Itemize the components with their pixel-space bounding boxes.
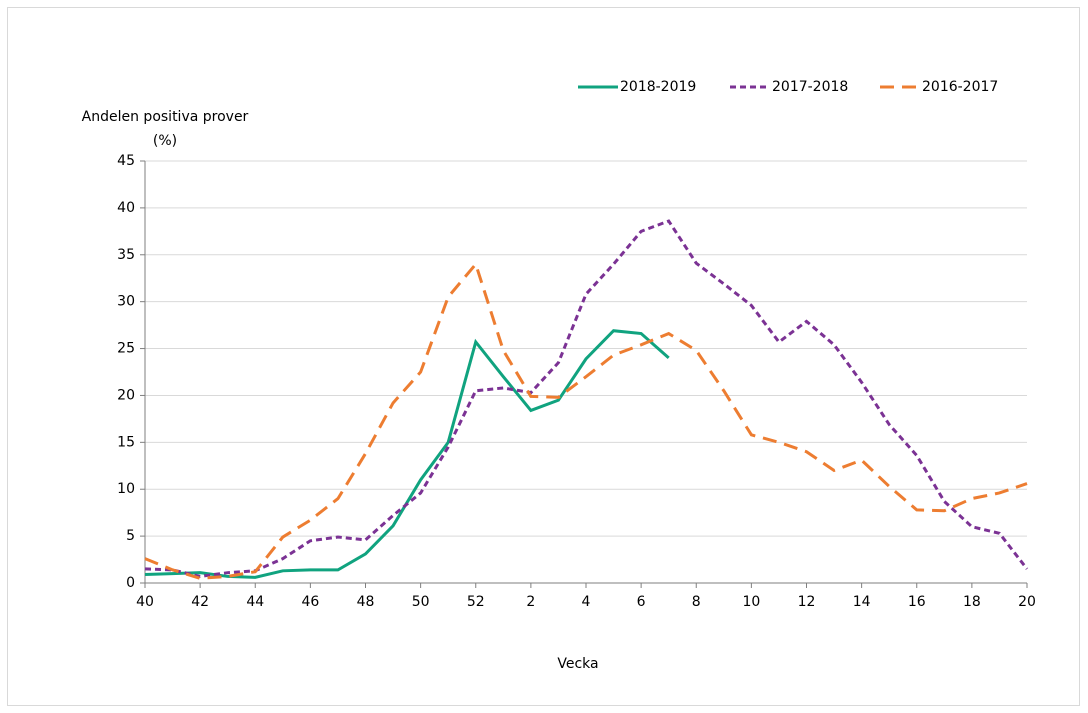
x-tick-label: 8 [692, 594, 701, 610]
x-tick-label: 20 [1018, 594, 1036, 610]
x-tick-label: 48 [357, 594, 375, 610]
y-tick-label: 25 [117, 341, 135, 357]
x-tick-label: 14 [853, 594, 871, 610]
x-tick-label: 4 [582, 594, 591, 610]
x-tick-label: 42 [191, 594, 209, 610]
y-tick-label: 20 [117, 387, 135, 403]
series-line [144, 329, 670, 579]
x-tick-label: 16 [908, 594, 926, 610]
y-tick-label: 5 [126, 528, 135, 544]
x-tick-label: 2 [526, 594, 535, 610]
y-tick-label: 30 [117, 294, 135, 310]
legend-label: 2018-2019 [620, 79, 696, 95]
x-tick-label: 18 [963, 594, 981, 610]
x-tick-label: 40 [136, 594, 154, 610]
y-tick-label: 45 [117, 153, 135, 169]
y-axis-label: Andelen positiva prover [82, 109, 249, 125]
y-tick-label: 10 [117, 481, 135, 497]
y-tick-label: 35 [117, 247, 135, 263]
series-line [144, 261, 1028, 580]
legend-label: 2016-2017 [922, 79, 998, 95]
y-tick-label: 40 [117, 200, 135, 216]
x-tick-label: 12 [798, 594, 816, 610]
x-axis-label: Vecka [557, 656, 598, 672]
y-tick-label: 15 [117, 434, 135, 450]
x-tick-label: 6 [637, 594, 646, 610]
y-tick-label: 0 [126, 575, 135, 591]
x-tick-label: 10 [742, 594, 760, 610]
x-tick-label: 50 [412, 594, 430, 610]
series-line [144, 219, 1029, 578]
y-axis-label: (%) [153, 133, 177, 149]
x-tick-label: 46 [301, 594, 319, 610]
x-tick-label: 52 [467, 594, 485, 610]
legend-label: 2017-2018 [772, 79, 848, 95]
x-tick-label: 44 [246, 594, 264, 610]
chart-border [7, 7, 1080, 706]
